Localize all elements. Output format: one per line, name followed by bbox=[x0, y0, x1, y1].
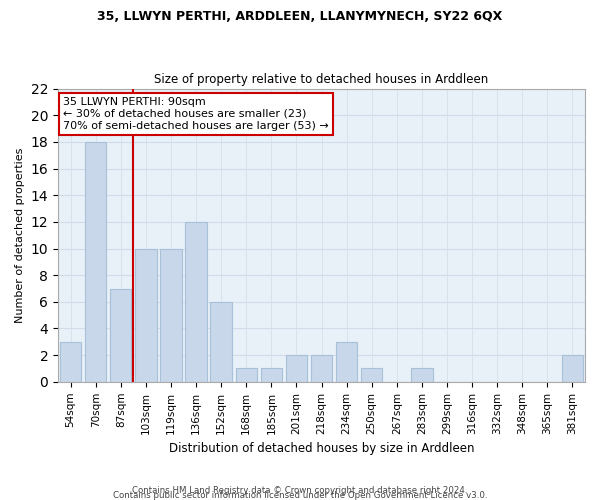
Text: 35, LLWYN PERTHI, ARDDLEEN, LLANYMYNECH, SY22 6QX: 35, LLWYN PERTHI, ARDDLEEN, LLANYMYNECH,… bbox=[97, 10, 503, 23]
Title: Size of property relative to detached houses in Arddleen: Size of property relative to detached ho… bbox=[154, 73, 488, 86]
Bar bbox=[260, 368, 282, 382]
Bar bbox=[336, 342, 357, 382]
Bar bbox=[60, 342, 81, 382]
Bar bbox=[110, 288, 131, 382]
Bar bbox=[85, 142, 106, 382]
Bar bbox=[311, 355, 332, 382]
Bar bbox=[211, 302, 232, 382]
Bar bbox=[286, 355, 307, 382]
Text: 35 LLWYN PERTHI: 90sqm
← 30% of detached houses are smaller (23)
70% of semi-det: 35 LLWYN PERTHI: 90sqm ← 30% of detached… bbox=[63, 98, 329, 130]
Bar bbox=[236, 368, 257, 382]
Text: Contains public sector information licensed under the Open Government Licence v3: Contains public sector information licen… bbox=[113, 491, 487, 500]
Bar bbox=[185, 222, 207, 382]
Bar bbox=[411, 368, 433, 382]
X-axis label: Distribution of detached houses by size in Arddleen: Distribution of detached houses by size … bbox=[169, 442, 474, 455]
Bar bbox=[135, 248, 157, 382]
Bar bbox=[160, 248, 182, 382]
Bar bbox=[562, 355, 583, 382]
Text: Contains HM Land Registry data © Crown copyright and database right 2024.: Contains HM Land Registry data © Crown c… bbox=[132, 486, 468, 495]
Y-axis label: Number of detached properties: Number of detached properties bbox=[15, 148, 25, 323]
Bar bbox=[361, 368, 382, 382]
